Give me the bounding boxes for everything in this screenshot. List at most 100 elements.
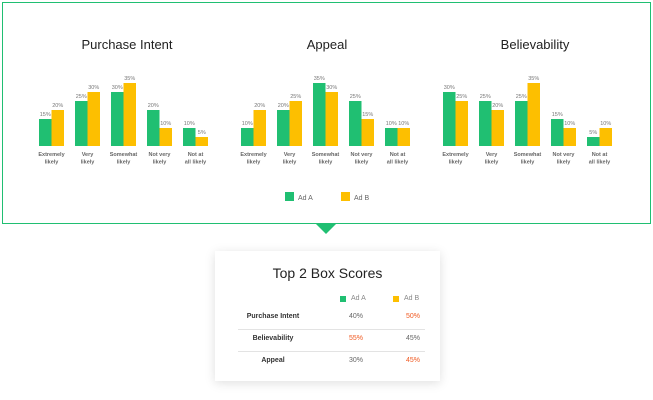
data-label: 5% xyxy=(198,130,206,136)
summary-row-ad-a: 30% xyxy=(348,357,363,364)
data-label: 10% xyxy=(398,121,409,127)
category-label: likely xyxy=(355,160,370,166)
data-label: 35% xyxy=(528,76,539,82)
summary-legend-ad-a: Ad A xyxy=(340,295,366,302)
category-label: Extremely xyxy=(38,152,65,158)
bar-ad-a xyxy=(551,119,564,146)
category-label: all likely xyxy=(589,160,611,166)
data-label: 30% xyxy=(88,85,99,91)
category-label: Not very xyxy=(552,152,575,158)
data-label: 30% xyxy=(112,85,123,91)
category-label: likely xyxy=(81,160,96,166)
bar-ad-b xyxy=(361,119,374,146)
category-label: Extremely xyxy=(442,152,469,158)
data-label: 20% xyxy=(254,103,265,109)
charts-svg: Purchase Intent15%20%Extremelylikely25%3… xyxy=(38,37,612,202)
data-label: 20% xyxy=(148,103,159,109)
chart-title: Purchase Intent xyxy=(81,37,172,52)
bar-ad-b xyxy=(325,92,338,146)
bar-ad-a xyxy=(385,128,398,146)
data-label: 15% xyxy=(362,112,373,118)
category-label: likely xyxy=(153,160,168,166)
bar-ad-a xyxy=(349,101,362,146)
summary-row-label: Appeal xyxy=(261,357,285,364)
data-label: 30% xyxy=(326,85,337,91)
summary-title: Top 2 Box Scores xyxy=(272,265,383,281)
bar-ad-a xyxy=(313,83,326,146)
summary-legend-ad-b: Ad B xyxy=(393,295,419,302)
bar-ad-a xyxy=(443,92,456,146)
data-label: 25% xyxy=(516,94,527,100)
category-label: all likely xyxy=(185,160,207,166)
data-label: 30% xyxy=(444,85,455,91)
bar-ad-b xyxy=(195,137,208,146)
summary-row: Believability 55% 45% xyxy=(238,329,425,352)
bar-ad-b xyxy=(123,83,136,146)
category-label: Somewhat xyxy=(110,152,138,158)
data-label: 35% xyxy=(124,76,135,82)
summary-row-ad-a: 55% xyxy=(348,335,363,342)
summary-row-ad-b: 45% xyxy=(405,335,420,342)
ad-a-swatch xyxy=(340,295,346,302)
ad-b-swatch xyxy=(393,295,399,302)
chart-title: Believability xyxy=(501,37,570,52)
bar-ad-a xyxy=(39,119,52,146)
data-label: 35% xyxy=(314,76,325,82)
bar-ad-b xyxy=(397,128,410,146)
summary-row-label: Purchase Intent xyxy=(246,313,300,320)
bar-ad-b xyxy=(87,92,100,146)
bar-ad-b xyxy=(159,128,172,146)
bar-ad-b xyxy=(289,101,302,146)
legend-swatch-ad-b xyxy=(341,192,350,201)
category-label: likely xyxy=(117,160,132,166)
data-label: 25% xyxy=(456,94,467,100)
bar-ad-a xyxy=(277,110,290,146)
category-label: Not at xyxy=(188,152,204,158)
summary-legend-ad-a-label: Ad A xyxy=(351,295,366,302)
bar-ad-b xyxy=(527,83,540,146)
summary-row-ad-b: 45% xyxy=(405,357,420,364)
bar-ad-a xyxy=(479,101,492,146)
category-label: likely xyxy=(45,160,60,166)
summary-legend-ad-b-label: Ad B xyxy=(404,295,420,302)
bar-ad-a xyxy=(147,110,160,146)
category-label: Not very xyxy=(148,152,171,158)
top2-box-card: Top 2 Box Scores Ad A Ad B Purchase Inte… xyxy=(215,251,440,381)
category-label: Very xyxy=(284,152,297,158)
category-label: likely xyxy=(557,160,572,166)
summary-row-label: Believability xyxy=(252,335,294,342)
legend-swatch-ad-a xyxy=(285,192,294,201)
bar-ad-a xyxy=(515,101,528,146)
category-label: Not at xyxy=(592,152,608,158)
legend-label-ad-a: Ad A xyxy=(298,195,313,202)
legend-label-ad-b: Ad B xyxy=(354,195,370,202)
data-label: 25% xyxy=(350,94,361,100)
data-label: 25% xyxy=(290,94,301,100)
data-label: 25% xyxy=(76,94,87,100)
data-label: 15% xyxy=(40,112,51,118)
data-label: 15% xyxy=(552,112,563,118)
category-label: likely xyxy=(283,160,298,166)
category-label: Not very xyxy=(350,152,373,158)
bar-ad-b xyxy=(563,128,576,146)
category-label: all likely xyxy=(387,160,409,166)
bar-ad-a xyxy=(241,128,254,146)
category-label: Somewhat xyxy=(514,152,542,158)
category-label: likely xyxy=(521,160,536,166)
pointer-arrow xyxy=(315,223,337,234)
summary-row: Appeal 30% 45% xyxy=(238,351,425,373)
bar-ad-a xyxy=(183,128,196,146)
bar-ad-b xyxy=(253,110,266,146)
category-label: Somewhat xyxy=(312,152,340,158)
category-label: likely xyxy=(247,160,262,166)
summary-row: Purchase Intent 40% 50% xyxy=(238,307,425,330)
data-label: 20% xyxy=(492,103,503,109)
bar-ad-b xyxy=(599,128,612,146)
data-label: 20% xyxy=(52,103,63,109)
data-label: 10% xyxy=(600,121,611,127)
category-label: Not at xyxy=(390,152,406,158)
chart-title: Appeal xyxy=(307,37,348,52)
bar-ad-a xyxy=(111,92,124,146)
bar-ad-a xyxy=(75,101,88,146)
bar-ad-b xyxy=(51,110,64,146)
